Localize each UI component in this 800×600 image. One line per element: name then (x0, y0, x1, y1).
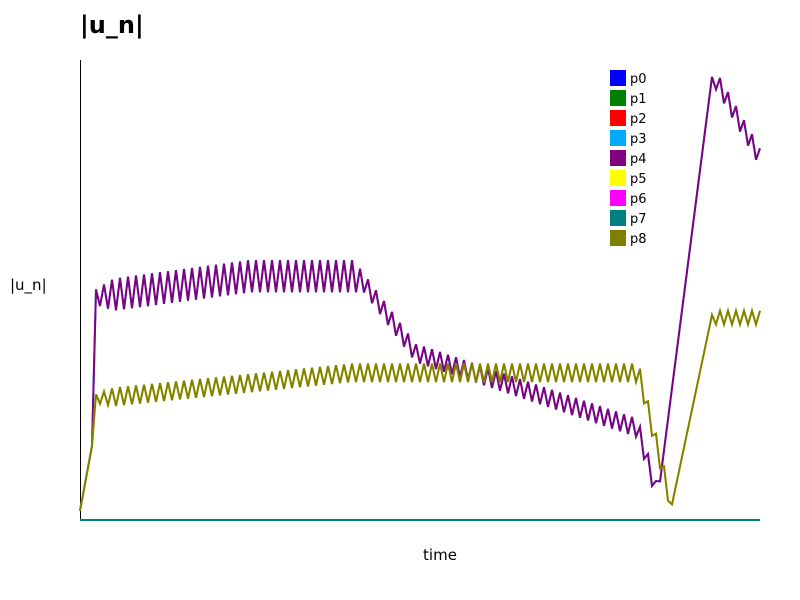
legend-label-p3: p3 (630, 132, 647, 147)
series-group (79, 76, 761, 521)
legend-swatch-p7 (610, 210, 626, 226)
series-line-p4 (79, 76, 761, 511)
legend: p0 p1 p2 p3 p4 p5 p6 p7 p8 (610, 70, 647, 247)
legend-label-p6: p6 (630, 192, 647, 207)
legend-swatch-p3 (610, 130, 626, 146)
legend-label-p0: p0 (630, 72, 647, 87)
legend-swatch-p0 (610, 70, 626, 86)
x-axis-label: time (423, 546, 457, 564)
legend-label-p5: p5 (630, 172, 647, 187)
legend-label-p2: p2 (630, 112, 647, 127)
legend-label-p1: p1 (630, 92, 647, 107)
legend-label-p4: p4 (630, 152, 647, 167)
legend-swatch-p4 (610, 150, 626, 166)
legend-swatch-p2 (610, 110, 626, 126)
legend-swatch-p6 (610, 190, 626, 206)
chart-title: |u_n| (80, 11, 144, 39)
legend-swatch-p1 (610, 90, 626, 106)
legend-label-p8: p8 (630, 232, 647, 247)
y-axis-label: |u_n| (10, 276, 47, 295)
legend-swatch-p8 (610, 230, 626, 246)
series-line-p8 (79, 307, 761, 511)
legend-label-p7: p7 (630, 212, 647, 227)
legend-swatch-p5 (610, 170, 626, 186)
